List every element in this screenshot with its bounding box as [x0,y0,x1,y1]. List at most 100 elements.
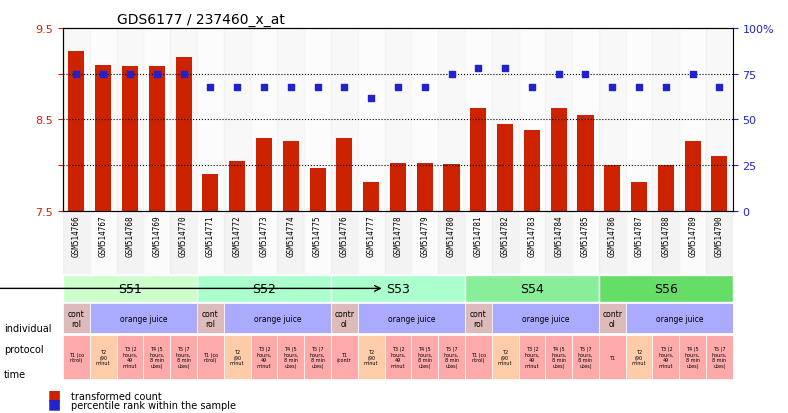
Text: individual: individual [4,323,51,333]
Text: GSM514785: GSM514785 [581,215,590,256]
Bar [599,29,626,211]
Text: S52: S52 [252,282,276,295]
Bar [679,211,706,275]
Bar [277,29,304,211]
Text: T3 (2
hours,
49
minut: T3 (2 hours, 49 minut [256,346,272,368]
FancyBboxPatch shape [170,335,197,379]
FancyBboxPatch shape [599,275,733,302]
Bar [465,29,492,211]
Point [660,84,672,90]
FancyBboxPatch shape [599,335,626,379]
Bar [572,211,599,275]
FancyBboxPatch shape [197,304,224,334]
FancyBboxPatch shape [251,335,277,379]
Text: orange juice: orange juice [656,314,703,323]
Text: GSM514775: GSM514775 [313,215,322,256]
Text: GDS6177 / 237460_x_at: GDS6177 / 237460_x_at [117,12,284,26]
Bar [143,211,170,275]
Bar [229,161,245,211]
Bar [444,165,459,211]
Point [392,84,404,90]
Text: contr
ol: contr ol [602,309,623,328]
Text: T2
(90
minut: T2 (90 minut [364,349,378,366]
Bar [336,138,352,211]
Bar [524,131,540,211]
Text: T2
(90
minut: T2 (90 minut [230,349,244,366]
Bar [251,211,277,275]
Bar [438,29,465,211]
Bar [417,164,433,211]
Text: GSM514782: GSM514782 [500,215,510,256]
Bar [385,29,411,211]
Bar [251,29,277,211]
Point [445,71,458,78]
Text: T1 (co
ntrol): T1 (co ntrol) [69,352,84,363]
Point [338,84,351,90]
Point [365,95,377,102]
Bar [283,141,299,211]
Text: T3 (2
hours,
49
minut: T3 (2 hours, 49 minut [122,346,138,368]
Text: T4 (5
hours,
8 min
utes): T4 (5 hours, 8 min utes) [551,346,567,368]
FancyBboxPatch shape [652,335,679,379]
Bar [117,29,143,211]
Point [204,84,217,90]
Point [552,71,565,78]
Bar [385,211,411,275]
Bar [572,29,599,211]
Bar [685,141,701,211]
FancyBboxPatch shape [465,275,599,302]
Bar [256,138,272,211]
FancyBboxPatch shape [90,304,197,334]
Text: T3 (2
hours,
49
minut: T3 (2 hours, 49 minut [524,346,540,368]
Bar [170,29,197,211]
Bar [304,211,331,275]
Bar [390,164,406,211]
Point [258,84,270,90]
FancyBboxPatch shape [626,304,733,334]
Text: T3 (2
hours,
49
minut: T3 (2 hours, 49 minut [658,346,674,368]
Bar [465,211,492,275]
FancyBboxPatch shape [492,335,519,379]
Text: GSM514769: GSM514769 [152,215,162,256]
Bar [551,109,567,211]
Text: GSM514774: GSM514774 [286,215,296,256]
FancyBboxPatch shape [545,335,572,379]
Text: GSM514790: GSM514790 [715,215,724,256]
Text: transformed count: transformed count [71,391,162,401]
Text: T1
(contr: T1 (contr [337,352,351,363]
Bar [706,29,733,211]
FancyBboxPatch shape [331,304,358,334]
Bar [224,29,251,211]
Text: T5 (7
hours,
8 min
utes): T5 (7 hours, 8 min utes) [578,346,593,368]
Point [579,71,592,78]
Bar [519,29,545,211]
FancyBboxPatch shape [599,304,626,334]
Bar [358,211,385,275]
Text: S54: S54 [520,282,544,295]
FancyBboxPatch shape [358,335,385,379]
Text: T5 (7
hours,
8 min
utes): T5 (7 hours, 8 min utes) [176,346,191,368]
Bar [69,52,84,211]
Point [284,84,297,90]
FancyBboxPatch shape [63,335,90,379]
Text: S56: S56 [654,282,678,295]
Point [151,71,163,78]
Bar [304,29,331,211]
Bar [658,166,674,211]
Point [713,84,726,90]
Text: T4 (5
hours,
8 min
utes): T4 (5 hours, 8 min utes) [283,346,299,368]
Text: GSM514787: GSM514787 [634,215,644,256]
Bar [652,211,679,275]
Bar [519,211,545,275]
FancyBboxPatch shape [224,304,331,334]
Text: contr
ol: contr ol [334,309,355,328]
Bar [545,29,572,211]
Point [526,84,538,90]
Text: protocol: protocol [4,344,43,354]
Text: time: time [4,369,26,379]
Bar [492,29,519,211]
Text: T2
(90
minut: T2 (90 minut [96,349,110,366]
FancyBboxPatch shape [277,335,304,379]
Text: GSM514772: GSM514772 [232,215,242,256]
Text: T4 (5
hours,
8 min
utes): T4 (5 hours, 8 min utes) [417,346,433,368]
